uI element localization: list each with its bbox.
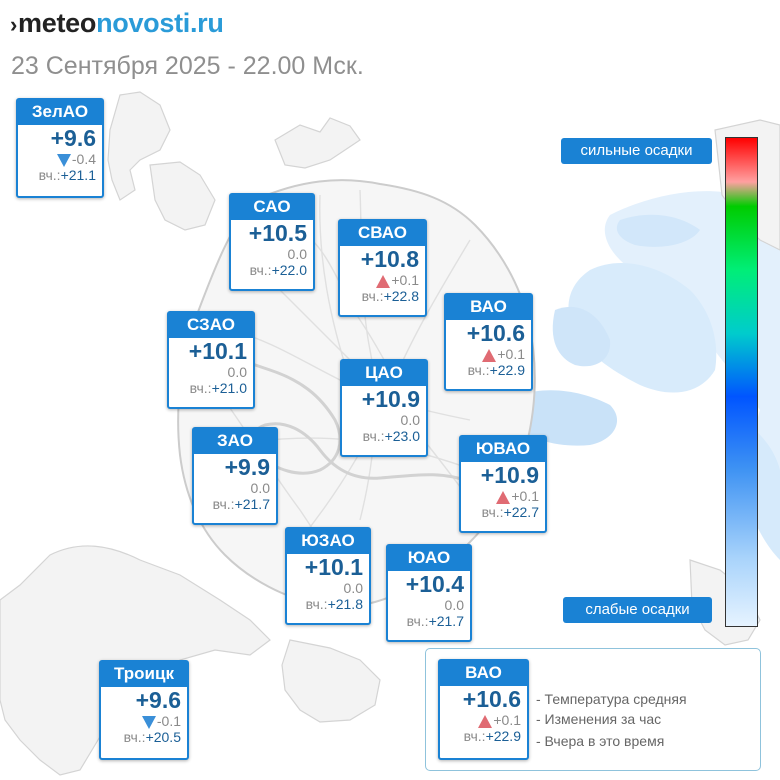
district-name: САО [231,195,313,220]
yesterday-temperature: вч.:+22.9 [467,362,525,378]
hourly-change: +0.1 [446,346,531,362]
hourly-change: +0.1 [440,712,527,728]
district-temperature: +9.6 [50,125,96,151]
district-temperature: +10.1 [304,554,363,580]
district-temperature: +10.1 [188,338,247,364]
district-card-zao: ЗАО +9.9 0.0 вч.:+21.7 [192,427,278,525]
district-name: СВАО [340,221,425,246]
district-name: СЗАО [169,313,253,338]
district-temperature: +10.4 [405,571,464,597]
district-name: ЗАО [194,429,276,454]
legend-item-yesterday: - Вчера в это время [536,733,665,749]
hourly-change: 0.0 [400,412,420,428]
legend-item-average: - Температура средняя [536,691,687,707]
yesterday-temperature: вч.:+23.0 [362,428,420,444]
yesterday-temperature: вч.:+22.8 [361,288,419,304]
page-subtitle: 23 Сентября 2025 - 22.00 Мск. [11,52,364,80]
district-card-yuao: ЮАО +10.4 0.0 вч.:+21.7 [386,544,472,642]
district-temperature: +10.9 [361,386,420,412]
hourly-change: -0.1 [101,713,187,729]
yesterday-temperature: вч.:+21.0 [189,380,247,396]
yesterday-temperature: вч.:+22.7 [481,504,539,520]
yesterday-temperature: вч.:+22.9 [463,728,521,744]
trend-down-icon [56,153,71,167]
precip-scale-bar [725,137,758,627]
hourly-change: +0.1 [340,272,425,288]
trend-up-icon [478,714,493,728]
district-name: ВАО [446,295,531,320]
logo-text-novosti: novosti.ru [96,8,224,38]
district-card-cao: ЦАО +10.9 0.0 вч.:+23.0 [340,359,428,457]
district-temperature: +10.8 [360,246,419,272]
district-name: ЗелАО [18,100,102,125]
district-name: ЮАО [388,546,470,571]
district-card-svao: СВАО +10.8 +0.1 вч.:+22.8 [338,219,427,317]
district-card-sao: САО +10.5 0.0 вч.:+22.0 [229,193,315,291]
district-temperature: +10.9 [480,462,539,488]
hourly-change: 0.0 [250,480,270,496]
district-card-troitsk: Троицк +9.6 -0.1 вч.:+20.5 [99,660,189,760]
trend-up-icon [376,274,391,288]
district-temperature: +9.6 [135,687,181,713]
legend-item-hourly-change: - Изменения за час [536,711,662,727]
district-card-yuvao: ЮВАО +10.9 +0.1 вч.:+22.7 [459,435,547,533]
yesterday-temperature: вч.:+21.8 [305,596,363,612]
district-card-yuzao: ЮЗАО +10.1 0.0 вч.:+21.8 [285,527,371,625]
district-card-vao: ВАО +10.6 +0.1 вч.:+22.9 [444,293,533,391]
hourly-change: 0.0 [343,580,363,596]
site-logo[interactable]: ›meteonovosti.ru [10,8,224,39]
district-temperature: +10.6 [466,320,525,346]
hourly-change: 0.0 [444,597,464,613]
yesterday-temperature: вч.:+21.1 [38,167,96,183]
district-name: ЮВАО [461,437,545,462]
district-card-zelao: ЗелАО +9.6 -0.4 вч.:+21.1 [16,98,104,198]
yesterday-temperature: вч.:+22.0 [249,262,307,278]
hourly-change: +0.1 [461,488,545,504]
legend-example-card: ВАО +10.6 +0.1 вч.:+22.9 [438,659,529,760]
district-name: ЦАО [342,361,426,386]
trend-up-icon [496,490,511,504]
district-card-szao: СЗАО +10.1 0.0 вч.:+21.0 [167,311,255,409]
yesterday-temperature: вч.:+20.5 [123,729,181,745]
yesterday-temperature: вч.:+21.7 [406,613,464,629]
district-name: ЮЗАО [287,529,369,554]
logo-text-meteo: meteo [18,8,97,38]
trend-down-icon [141,715,156,729]
logo-mark-icon: › [10,12,18,37]
district-temperature: +10.5 [248,220,307,246]
precip-low-label: слабые осадки [563,597,712,623]
district-temperature: +9.9 [224,454,270,480]
hourly-change: 0.0 [287,246,307,262]
yesterday-temperature: вч.:+21.7 [212,496,270,512]
district-name: ВАО [440,661,527,686]
hourly-change: 0.0 [227,364,247,380]
hourly-change: -0.4 [18,151,102,167]
district-name: Троицк [101,662,187,687]
trend-up-icon [482,348,497,362]
precip-high-label: сильные осадки [561,138,712,164]
district-temperature: +10.6 [462,686,521,712]
